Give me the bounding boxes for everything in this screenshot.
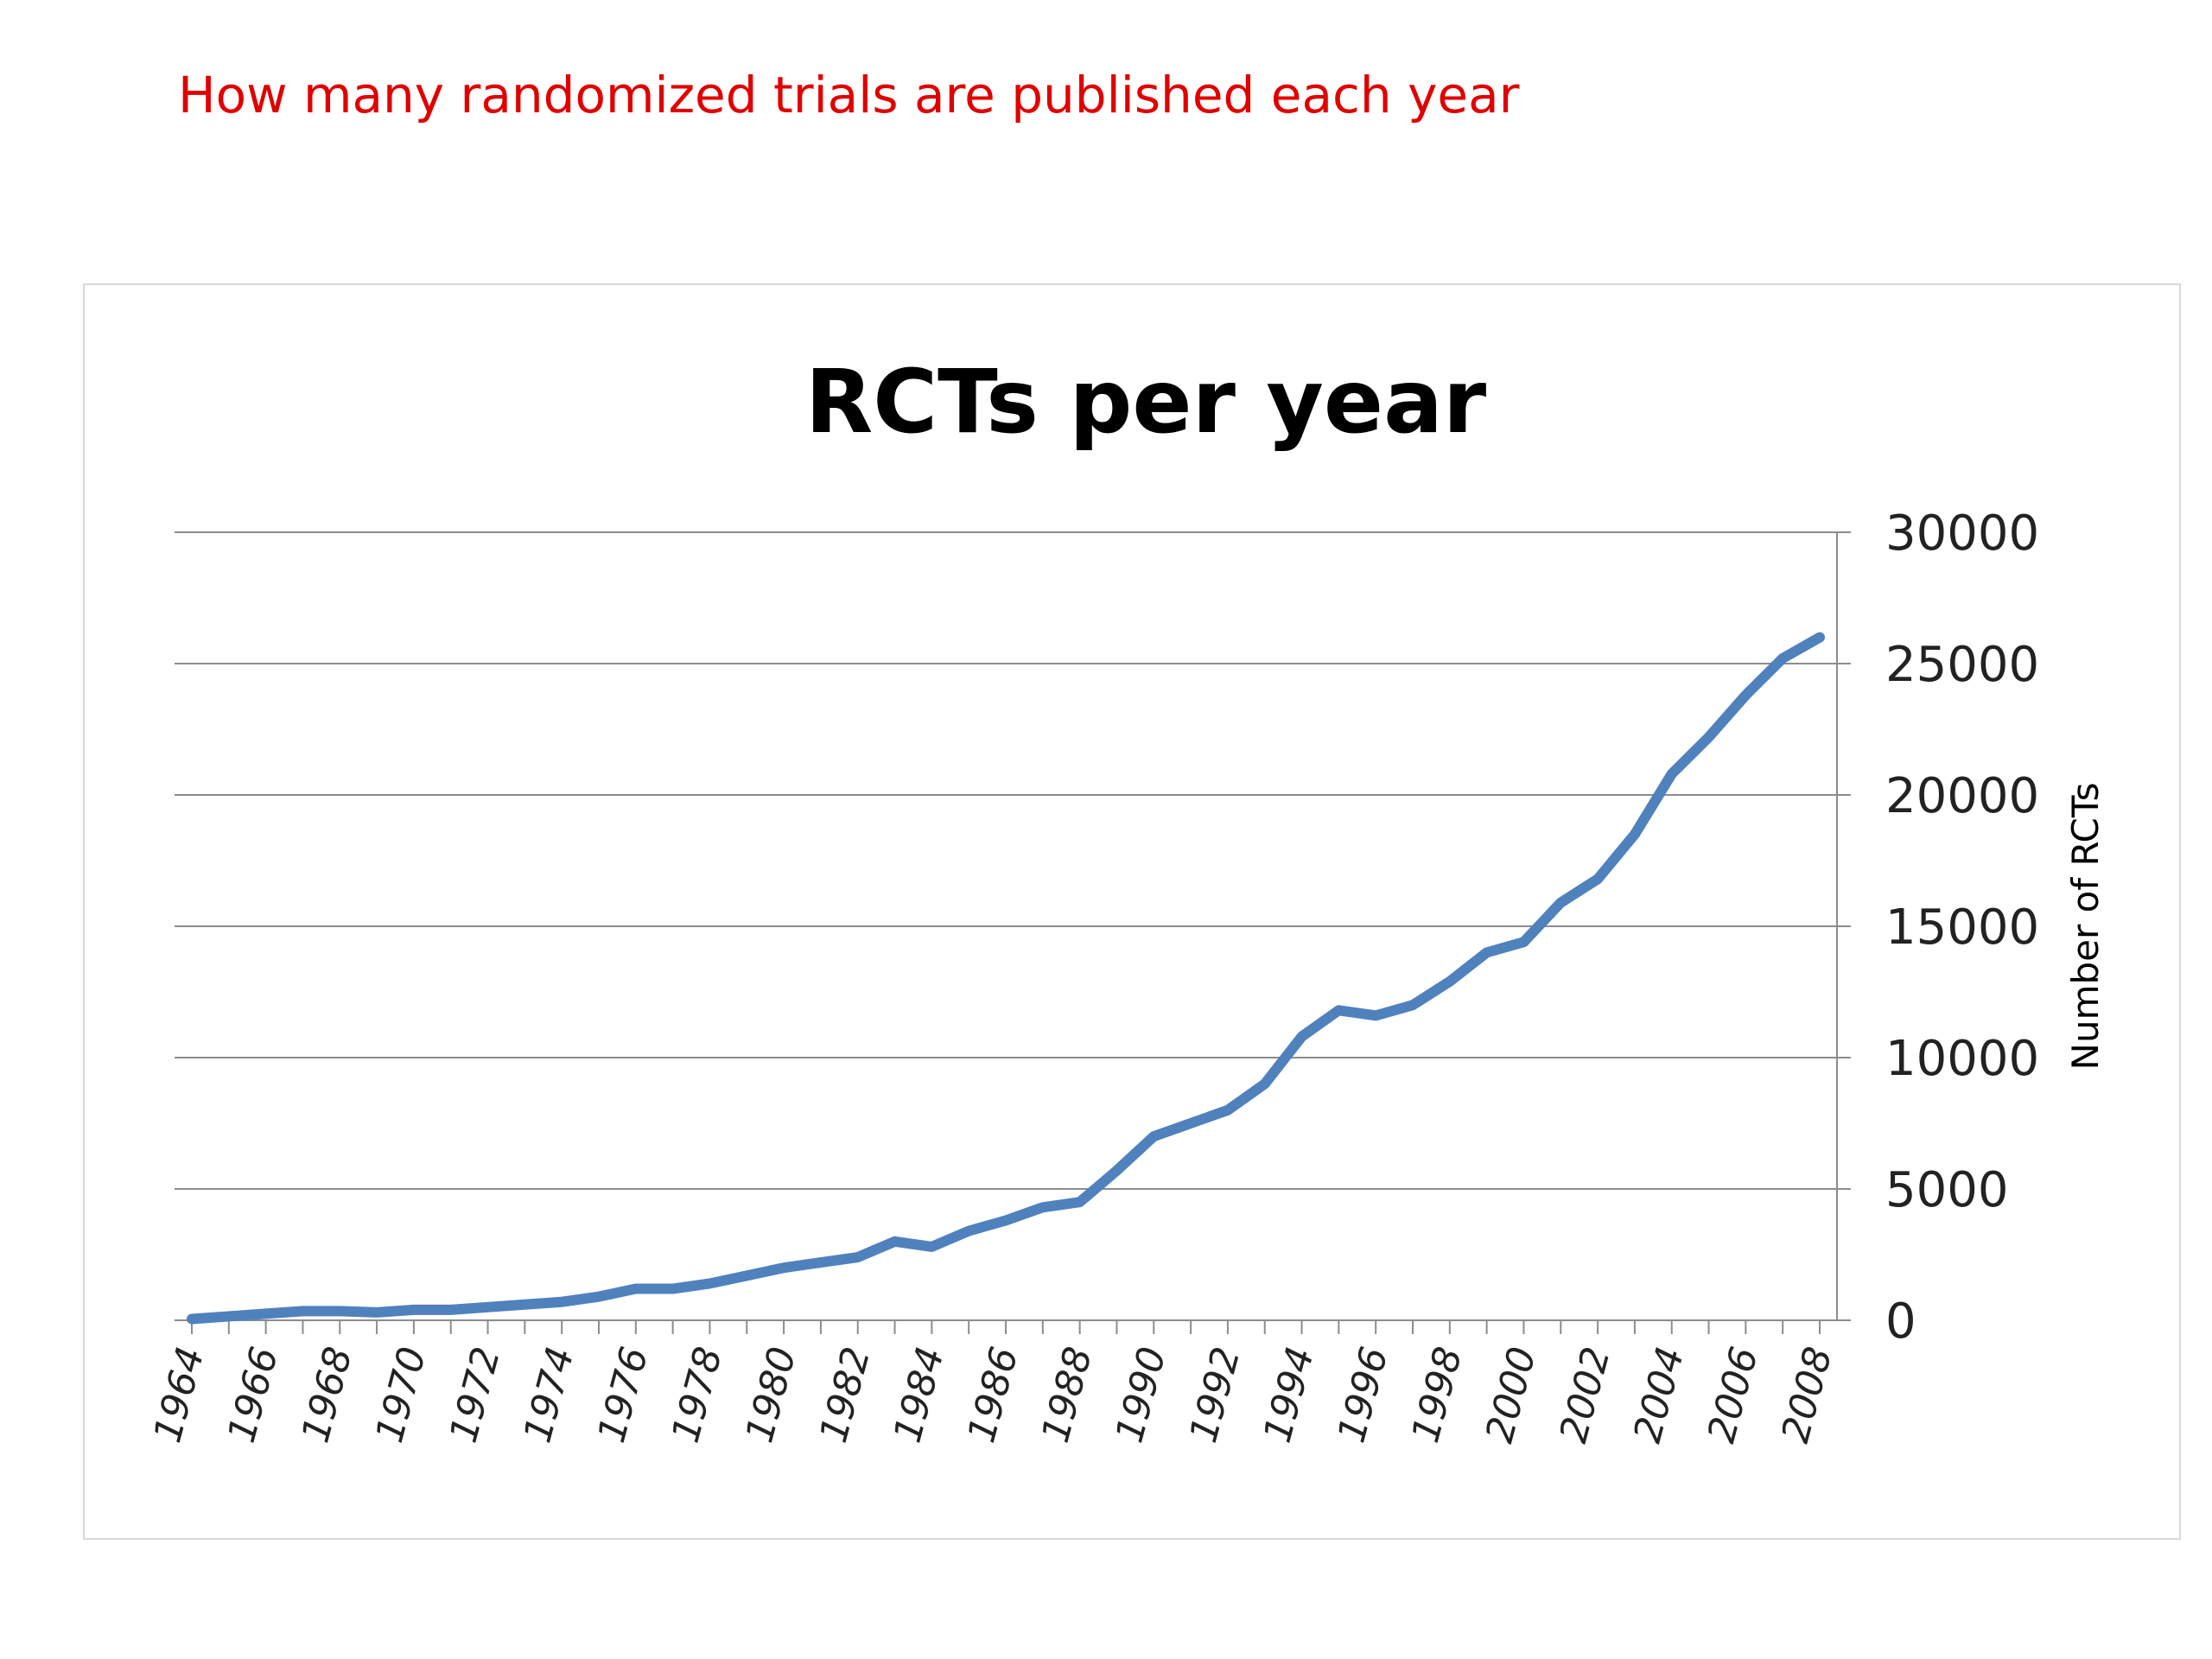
x-tick-label: 1980 [737, 1343, 804, 1447]
rct-line-chart: RCTs per year 0 5000 10000 15000 20000 25000 3… [145, 351, 2107, 1447]
y-tick-label: 10000 [1885, 1031, 2039, 1087]
x-tick-label: 1974 [516, 1343, 583, 1447]
x-tick-label: 2000 [1478, 1343, 1545, 1447]
x-axis-ticks: 1964 1966 1968 1970 1972 1974 1976 1978 1980 1982… [145, 1320, 1841, 1447]
y-tick-label: 20000 [1885, 768, 2039, 824]
y-tick-label: 5000 [1885, 1162, 2009, 1218]
x-tick-label: 1994 [1255, 1343, 1323, 1447]
x-tick-label: 2008 [1773, 1343, 1840, 1447]
y-tick-label: 0 [1885, 1294, 1916, 1350]
x-tick-label: 1964 [145, 1343, 213, 1447]
x-tick-label: 2006 [1700, 1343, 1767, 1447]
gridlines [175, 531, 1837, 1321]
y-tick-label: 25000 [1885, 637, 2039, 693]
x-tick-label: 2004 [1625, 1343, 1693, 1447]
x-tick-label: 1990 [1108, 1343, 1175, 1447]
x-tick-label: 2002 [1551, 1343, 1618, 1447]
x-tick-label: 1972 [442, 1343, 509, 1447]
x-tick-label: 1982 [811, 1343, 879, 1447]
x-tick-label: 1978 [664, 1343, 731, 1447]
x-tick-label: 1966 [219, 1343, 287, 1447]
chart-frame: RCTs per year 0 5000 10000 15000 20000 25000 3… [83, 283, 2181, 1540]
chart-title: RCTs per year [805, 351, 1486, 454]
y-tick-label: 30000 [1885, 505, 2039, 562]
y-axis-ticks: 0 5000 10000 15000 20000 25000 30000 [1837, 505, 2039, 1350]
x-tick-label: 1968 [294, 1343, 361, 1447]
series-group [187, 632, 1825, 1325]
series-line [187, 632, 1825, 1325]
x-tick-label: 1976 [589, 1343, 657, 1447]
x-tick-label: 1970 [367, 1343, 435, 1447]
x-tick-label: 1984 [886, 1343, 953, 1447]
x-tick-label: 1986 [959, 1343, 1027, 1447]
x-tick-label: 1998 [1403, 1343, 1471, 1447]
y-tick-label: 15000 [1885, 899, 2039, 956]
y-axis-title: Number of RCTs [2064, 783, 2107, 1071]
x-tick-label: 1988 [1033, 1343, 1101, 1447]
x-tick-label: 1996 [1330, 1343, 1397, 1447]
slide-heading: How many randomized trials are published… [178, 66, 1520, 124]
x-tick-label: 1992 [1181, 1343, 1249, 1447]
